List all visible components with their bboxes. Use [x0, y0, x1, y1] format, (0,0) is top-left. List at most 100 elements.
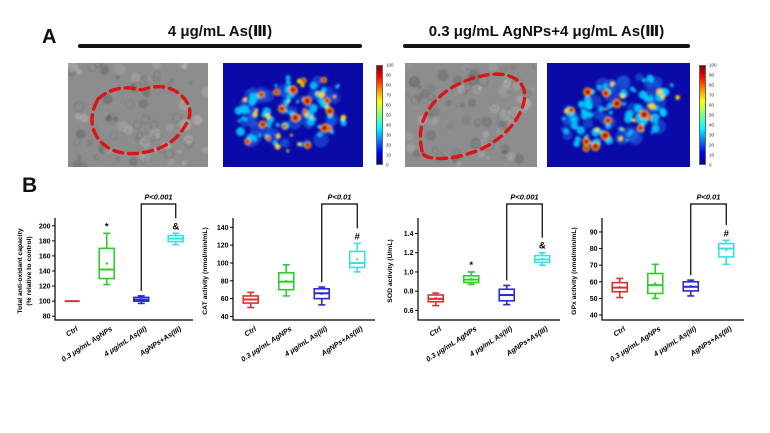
colorbar-tick: 10 — [386, 152, 392, 158]
svg-text:70: 70 — [590, 263, 598, 270]
boxplot-total-antioxidant-capacity: 80 100 120 140 160 180 200 Total anti-oxidant c… — [15, 184, 201, 364]
svg-text:180: 180 — [39, 238, 51, 245]
svg-text:Ctrl: Ctrl — [64, 324, 80, 339]
y-axis-label: SOD activity (U/mL) — [387, 239, 394, 302]
svg-text:120: 120 — [39, 284, 51, 291]
group-2-underline — [403, 44, 690, 48]
svg-text:40: 40 — [221, 314, 229, 321]
svg-text:160: 160 — [39, 253, 51, 260]
cell-texture — [405, 63, 537, 166]
panel-a-label: A — [42, 26, 57, 48]
y-axis-ticks: 0.6 0.8 1.0 1.2 1.4 — [404, 231, 418, 315]
box-series-0 — [611, 277, 629, 299]
colorbar-tick: 0 — [386, 162, 389, 168]
colorbar-tick: 30 — [709, 132, 715, 138]
svg-text:Ctrl: Ctrl — [612, 324, 628, 339]
box-series-3 — [167, 232, 185, 246]
svg-text:100: 100 — [39, 299, 51, 306]
colorbar-tick: 70 — [386, 92, 392, 98]
group-1-title: 4 μg/mL As(Ⅲ) — [167, 23, 273, 40]
svg-text:0.6: 0.6 — [404, 308, 414, 315]
svg-text:50: 50 — [590, 296, 598, 303]
significance-symbol: & — [172, 221, 179, 232]
svg-text:60: 60 — [221, 296, 229, 303]
y-axis-label: (% relative to control) — [26, 236, 33, 306]
significance-bracket — [690, 203, 727, 276]
box-series-3 — [348, 242, 366, 273]
y-axis-ticks: 40 60 80 100 120 140 — [217, 225, 233, 321]
boxplot-sod-activity: 0.6 0.8 1.0 1.2 1.4 SOD activity (U/mL) Ctrl 0.… — [382, 184, 568, 364]
svg-text:1.4: 1.4 — [404, 231, 414, 238]
box-series-2 — [682, 279, 700, 297]
svg-text:100: 100 — [217, 260, 229, 267]
colorbar-tick: 90 — [709, 72, 715, 78]
colorbar-gradient — [699, 65, 706, 165]
colorbar-2: 100 90 80 70 60 50 40 30 20 10 0 — [699, 62, 721, 168]
heatmap-image-1 — [223, 63, 363, 167]
colorbar-tick: 20 — [386, 142, 392, 148]
colorbar-tick: 100 — [386, 62, 394, 68]
group-2-header: 0.3 μg/mL AgNPs+4 μg/mL As(Ⅲ) — [403, 22, 690, 48]
colorbar-tick: 100 — [709, 62, 717, 68]
box-series-0 — [427, 292, 445, 307]
significance-symbol: * — [105, 221, 109, 232]
svg-text:1.0: 1.0 — [404, 269, 414, 276]
panel-b-label: B — [22, 174, 38, 197]
boxplot-svg: 40 50 60 70 80 90 GPx activity (nmol/min/mL) Ct… — [571, 193, 744, 364]
brightfield-micrograph-2 — [405, 63, 537, 167]
svg-text:60: 60 — [590, 279, 598, 286]
colorbar-tick: 20 — [709, 142, 715, 148]
colorbar-tick: 50 — [386, 112, 392, 118]
box-series-3 — [533, 251, 551, 267]
axes — [54, 218, 193, 321]
axes — [417, 218, 560, 321]
y-axis-label: GPx activity (nmol/min/mL) — [571, 227, 578, 315]
sers-intensity-spots — [234, 75, 347, 153]
svg-text:80: 80 — [221, 278, 229, 285]
svg-text:40: 40 — [590, 313, 598, 320]
significance-bracket — [506, 203, 543, 281]
colorbar-tick: 30 — [386, 132, 392, 138]
group-1-header: 4 μg/mL As(Ⅲ) — [78, 22, 362, 48]
axes — [601, 218, 744, 321]
box-series-2 — [498, 284, 516, 306]
p-value-label: P<0.01 — [697, 193, 721, 202]
y-axis-ticks: 80 100 120 140 160 180 200 — [39, 223, 55, 321]
cell-texture — [68, 63, 208, 167]
cell-outline-dashed — [418, 72, 527, 161]
colorbar-tick: 80 — [709, 82, 715, 88]
y-axis-label: CAT activity (nmol/min/mL) — [202, 227, 209, 314]
svg-text:120: 120 — [217, 243, 229, 250]
svg-text:80: 80 — [43, 314, 51, 321]
p-value-label: P<0.001 — [144, 193, 172, 202]
box-series-0 — [242, 291, 260, 309]
colorbar-tick: 50 — [709, 112, 715, 118]
boxplot-cat-activity: 40 60 80 100 120 140 CAT activity (nmol/min/mL… — [197, 184, 383, 364]
sers-intensity-spots — [560, 73, 680, 152]
colorbar-tick: 10 — [709, 152, 715, 158]
colorbar-tick: 0 — [709, 162, 712, 168]
boxplot-gpx-activity: 40 50 60 70 80 90 GPx activity (nmol/min/mL) Ct… — [566, 184, 752, 364]
colorbar-tick: 60 — [386, 102, 392, 108]
boxplot-svg: 80 100 120 140 160 180 200 Total anti-oxidant c… — [17, 193, 193, 364]
significance-symbol: # — [355, 231, 361, 242]
significance-symbol: * — [469, 260, 473, 271]
cell-outline-dashed — [90, 84, 192, 156]
colorbar-1: 100 90 80 70 60 50 40 30 20 10 0 — [376, 62, 398, 168]
svg-text:Ctrl: Ctrl — [428, 324, 444, 339]
svg-text:0.8: 0.8 — [404, 289, 414, 296]
axes — [232, 218, 375, 321]
colorbar-tick: 80 — [386, 82, 392, 88]
significance-symbol: # — [724, 228, 730, 239]
colorbar-tick: 40 — [386, 122, 392, 128]
svg-text:90: 90 — [590, 229, 598, 236]
p-value-label: P<0.01 — [328, 193, 352, 202]
box-series-2 — [132, 295, 150, 305]
svg-text:200: 200 — [39, 223, 51, 230]
box-series-1 — [462, 271, 480, 286]
